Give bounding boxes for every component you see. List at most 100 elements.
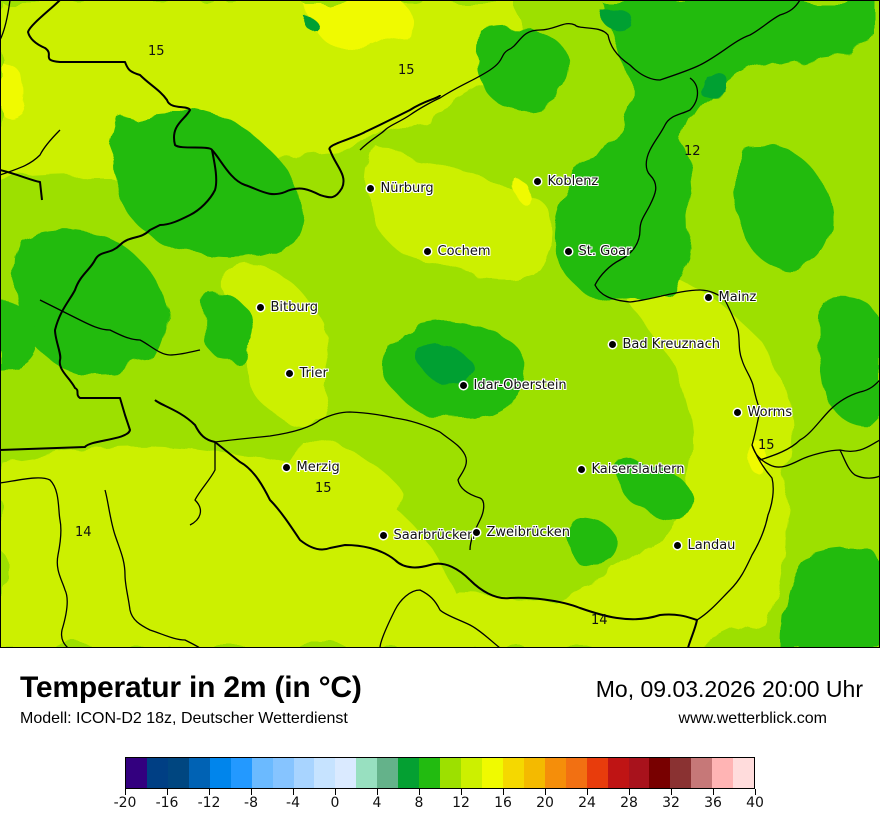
city-marker: Mainz bbox=[704, 290, 757, 305]
colorbar-segment bbox=[356, 758, 378, 788]
city-name: Bad Kreuznach bbox=[622, 337, 721, 352]
colorbar-segment bbox=[398, 758, 420, 788]
colorbar-segment bbox=[314, 758, 336, 788]
colorbar-tick bbox=[502, 789, 504, 795]
colorbar-tick bbox=[544, 789, 546, 795]
colorbar-segment bbox=[126, 758, 147, 788]
colorbar-tick bbox=[124, 789, 126, 795]
city-name: Cochem bbox=[437, 244, 491, 259]
colorbar-segment bbox=[628, 758, 650, 788]
temperature-field bbox=[0, 0, 880, 648]
colorbar-tick bbox=[586, 789, 588, 795]
city-marker: Zweibrücken bbox=[472, 525, 570, 540]
colorbar-segment bbox=[167, 758, 189, 788]
city-marker: St. Goar bbox=[564, 244, 632, 259]
contour-label: 14 bbox=[591, 613, 608, 628]
colorbar-segment bbox=[607, 758, 629, 788]
city-dot-icon bbox=[577, 466, 585, 473]
city-dot-icon bbox=[533, 178, 541, 185]
city-marker: Bitburg bbox=[256, 300, 319, 315]
colorbar-tick-label: 12 bbox=[452, 795, 470, 811]
city-name: Zweibrücken bbox=[486, 525, 570, 540]
colorbar-segment bbox=[272, 758, 294, 788]
colorbar-tick-label: 40 bbox=[746, 795, 764, 811]
city-marker: Koblenz bbox=[533, 174, 598, 189]
colorbar-tick bbox=[628, 789, 630, 795]
colorbar-tick bbox=[418, 789, 420, 795]
colorbar-tick-label: 20 bbox=[536, 795, 554, 811]
colorbar-ticks: -20 -16 -12 -8 -4 0 4 8 12 16 20 24 28 32 36 40 bbox=[114, 789, 764, 819]
city-dot-icon bbox=[379, 532, 387, 539]
colorbar-tick bbox=[292, 789, 294, 795]
colorbar-segment bbox=[377, 758, 399, 788]
city-dot-icon bbox=[673, 542, 681, 549]
city-dot-icon bbox=[472, 529, 480, 536]
colorbar-tick-label: 28 bbox=[620, 795, 638, 811]
city-dot-icon bbox=[256, 304, 264, 311]
colorbar-tick bbox=[208, 789, 210, 795]
city-marker: Kaiserslautern bbox=[577, 462, 685, 477]
city-name: Bitburg bbox=[270, 300, 319, 315]
city-name: Landau bbox=[687, 538, 736, 553]
city-name: Nürburg bbox=[380, 181, 434, 196]
temperature-map: Nürburg Koblenz Cochem St. Goar Mainz Bitburg… bbox=[0, 0, 880, 648]
contour-label: 15 bbox=[315, 481, 332, 496]
contour-label: 14 bbox=[75, 525, 92, 540]
colorbar-segment bbox=[461, 758, 482, 788]
city-marker: Worms bbox=[733, 405, 792, 420]
colorbar-tick bbox=[166, 789, 168, 795]
colorbar-segment bbox=[586, 758, 608, 788]
colorbar-tick-label: 16 bbox=[494, 795, 512, 811]
city-marker: Trier bbox=[285, 366, 328, 381]
city-marker: Idar-Oberstein bbox=[459, 378, 567, 393]
city-dot-icon bbox=[608, 341, 616, 348]
border-lines bbox=[0, 0, 880, 648]
colorbar-segment bbox=[419, 758, 441, 788]
colorbar-segment bbox=[565, 758, 587, 788]
colorbar-tick-label: 32 bbox=[662, 795, 680, 811]
city-marker: Saarbrücken bbox=[379, 528, 476, 543]
colorbar-segment bbox=[440, 758, 461, 788]
colorbar-segment bbox=[712, 758, 734, 788]
city-dot-icon bbox=[282, 464, 290, 471]
colorbar-tick-label: 8 bbox=[414, 795, 424, 811]
city-name: Saarbrücken bbox=[393, 528, 476, 543]
website-link[interactable]: www.wetterblick.com bbox=[678, 710, 827, 727]
colorbar-tick-label: 0 bbox=[330, 795, 340, 811]
city-dot-icon bbox=[285, 370, 293, 377]
colorbar-segment bbox=[146, 758, 168, 788]
city-name: Mainz bbox=[718, 290, 757, 305]
colorbar-tick bbox=[670, 789, 672, 795]
colorbar-segment bbox=[188, 758, 210, 788]
city-marker: Nürburg bbox=[366, 181, 434, 196]
colorbar-tick-label: -16 bbox=[155, 795, 179, 811]
colorbar-tick-label: 36 bbox=[704, 795, 722, 811]
colorbar-tick-label: -20 bbox=[113, 795, 137, 811]
colorbar-segment bbox=[691, 758, 713, 788]
contour-label: 12 bbox=[684, 144, 701, 159]
colorbar-segment bbox=[251, 758, 273, 788]
colorbar-tick bbox=[376, 789, 378, 795]
city-dot-icon bbox=[564, 248, 572, 255]
city-dot-icon bbox=[366, 185, 374, 192]
city-dot-icon bbox=[704, 294, 712, 301]
city-marker: Landau bbox=[673, 538, 736, 553]
contour-label: 15 bbox=[148, 44, 165, 59]
colorbar-tick-label: -12 bbox=[197, 795, 221, 811]
colorbar-segment bbox=[481, 758, 503, 788]
model-subtitle: Modell: ICON-D2 18z, Deutscher Wetterdie… bbox=[20, 710, 348, 727]
colorbar-tick bbox=[754, 789, 756, 795]
city-name: Kaiserslautern bbox=[591, 462, 685, 477]
colorbar-segment bbox=[209, 758, 231, 788]
colorbar-segment bbox=[544, 758, 566, 788]
city-marker: Merzig bbox=[282, 460, 340, 475]
contour-label: 15 bbox=[398, 63, 415, 78]
colorbar-tick-label: 4 bbox=[372, 795, 382, 811]
colorbar-segment bbox=[649, 758, 671, 788]
city-dot-icon bbox=[733, 409, 741, 416]
chart-title: Temperatur in 2m (in °C) bbox=[20, 671, 362, 704]
city-marker: Bad Kreuznach bbox=[608, 337, 721, 352]
city-name: St. Goar bbox=[578, 244, 632, 259]
colorbar-tick-label: -4 bbox=[286, 795, 300, 811]
colorbar-segment bbox=[335, 758, 357, 788]
